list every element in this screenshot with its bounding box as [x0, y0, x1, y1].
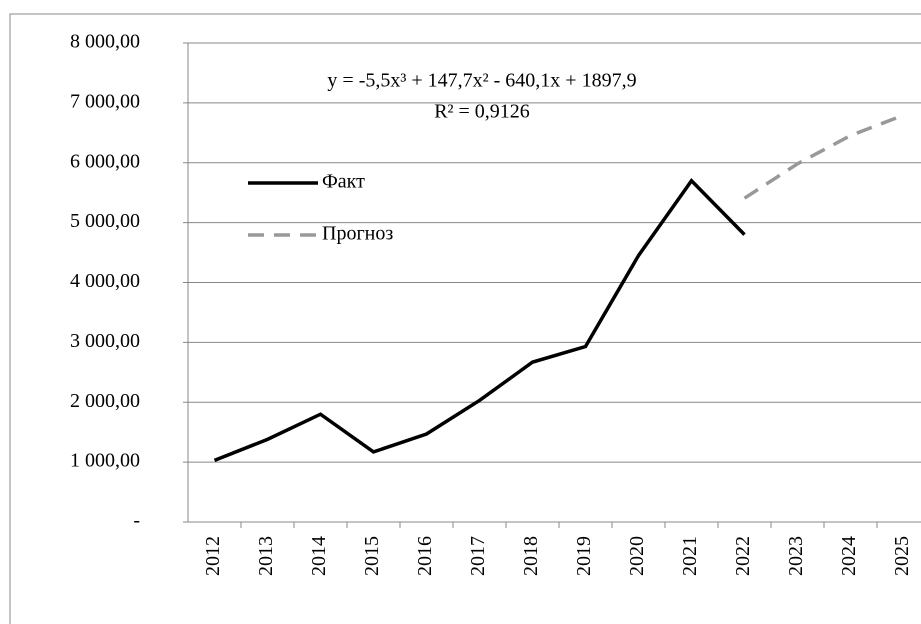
legend-label: Факт	[322, 171, 365, 193]
x-tick-label: 2022	[732, 536, 754, 576]
x-tick-label: 2020	[626, 536, 648, 576]
x-tick-label: 2016	[414, 536, 436, 576]
x-tick-label: 2014	[308, 536, 330, 576]
legend-label: Прогноз	[322, 223, 393, 245]
y-tick-label: 8 000,00	[70, 31, 140, 53]
y-tick-label: 6 000,00	[70, 150, 140, 172]
y-tick-label: 5 000,00	[70, 210, 140, 232]
x-tick-label: 2025	[891, 536, 913, 576]
x-tick-label: 2021	[679, 536, 701, 576]
x-tick-label: 2017	[467, 536, 489, 576]
y-tick-label: 4 000,00	[70, 270, 140, 292]
x-tick-label: 2018	[520, 536, 542, 576]
series-line	[213, 177, 746, 462]
trend-equation: y = -5,5x³ + 147,7x² - 640,1x + 1897,9	[327, 70, 636, 92]
x-tick-label: 2023	[785, 536, 807, 576]
y-tick-label: 1 000,00	[70, 450, 140, 472]
x-tick-label: 2019	[573, 536, 595, 576]
y-tick-label: 2 000,00	[70, 390, 140, 412]
y-tick-label: 7 000,00	[70, 90, 140, 112]
x-tick-label: 2012	[202, 536, 224, 576]
x-tick-label: 2024	[838, 536, 860, 576]
y-tick-label: 3 000,00	[70, 330, 140, 352]
y-tick-label: -	[133, 510, 140, 532]
x-tick-label: 2013	[255, 536, 277, 576]
series-line	[743, 113, 905, 200]
x-tick-label: 2015	[361, 536, 383, 576]
r-squared: R² = 0,9126	[434, 101, 530, 123]
